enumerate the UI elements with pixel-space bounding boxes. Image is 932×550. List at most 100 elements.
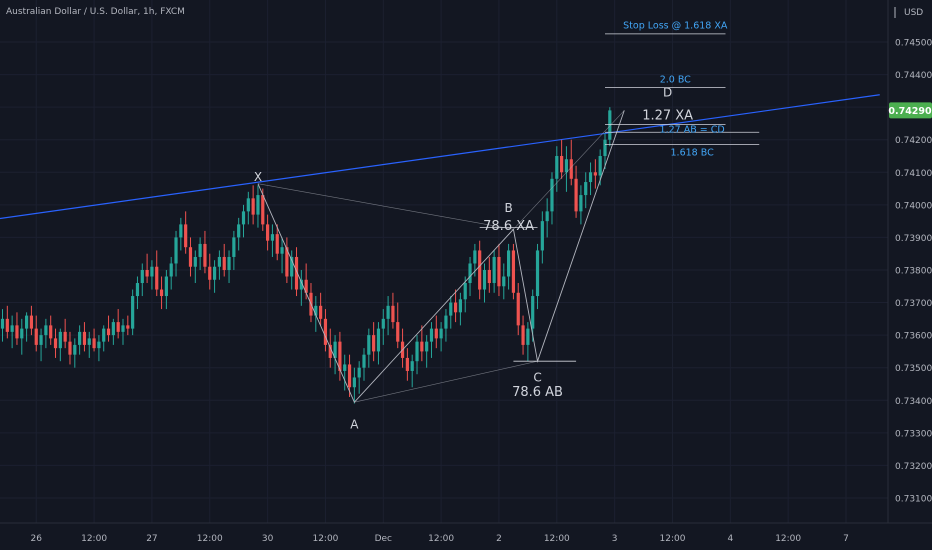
candle: [25, 312, 29, 342]
candle-body: [53, 338, 58, 349]
candle: [521, 315, 525, 355]
candle: [164, 269, 168, 310]
candle: [275, 224, 279, 261]
candle-body: [140, 269, 144, 284]
candle-body: [434, 328, 438, 339]
time-tick-label: 12:00: [428, 534, 454, 544]
time-tick-label: 12:00: [660, 534, 686, 544]
candle-body: [516, 292, 520, 326]
candle-body: [164, 276, 168, 297]
candle: [280, 237, 284, 274]
candle: [458, 292, 462, 326]
candle: [174, 230, 178, 277]
candle-body: [376, 328, 381, 352]
price-tick-label: 0.74400: [895, 71, 932, 81]
candle: [444, 309, 448, 342]
currency-label: USD: [904, 8, 923, 18]
candle-body: [97, 341, 101, 349]
candle-body: [169, 263, 173, 277]
candle: [53, 328, 58, 358]
harmonic-pattern: [257, 110, 625, 404]
candle-body: [58, 331, 62, 349]
candle: [338, 331, 342, 381]
price-axis[interactable]: 0.745000.744000.743000.742000.741000.740…: [895, 39, 932, 505]
candle: [49, 315, 53, 345]
candle-body: [44, 325, 48, 336]
candle: [482, 263, 487, 303]
candle-body: [507, 250, 511, 277]
pattern-point-label: B: [504, 201, 512, 215]
candle: [106, 315, 111, 342]
candle: [126, 315, 130, 336]
price-axis-background[interactable]: [888, 0, 932, 523]
time-axis-background[interactable]: [0, 523, 888, 550]
candle-body: [319, 305, 323, 319]
candle-body: [555, 155, 559, 179]
candle: [299, 269, 303, 306]
candle: [290, 250, 294, 290]
pattern-point-label: C: [533, 370, 541, 384]
candle-body: [593, 172, 597, 176]
symbol-title: Australian Dollar / U.S. Dollar, 1h, FXC…: [6, 7, 185, 17]
candle: [343, 354, 347, 391]
price-tick-label: 0.73600: [895, 332, 932, 342]
candle-body: [574, 178, 578, 212]
candle-body: [343, 364, 347, 371]
candle: [574, 165, 578, 218]
candle-body: [314, 305, 318, 316]
candle-body: [266, 224, 270, 241]
candle: [227, 250, 231, 284]
candle-body: [203, 243, 207, 267]
trendline[interactable]: [0, 94, 880, 220]
candle-body: [386, 305, 390, 319]
candle-body: [492, 256, 496, 284]
candle: [44, 318, 48, 349]
candle-body: [608, 110, 612, 140]
candle-body: [439, 328, 443, 339]
candle-body: [560, 155, 564, 173]
candle: [535, 243, 540, 310]
candle: [217, 250, 221, 280]
candle: [39, 328, 43, 362]
candle-body: [444, 315, 448, 329]
price-tick-label: 0.74000: [895, 201, 932, 211]
candle: [92, 328, 96, 352]
candle: [58, 328, 62, 362]
candle-body: [34, 328, 38, 345]
candle-body: [429, 328, 434, 342]
candle: [405, 348, 409, 381]
candle: [5, 305, 9, 339]
candle: [333, 335, 337, 375]
candle-body: [396, 322, 400, 342]
candle-body: [405, 357, 409, 371]
time-tick-label: 12:00: [81, 534, 107, 544]
candle-body: [217, 256, 221, 267]
candle-body: [145, 269, 149, 277]
time-axis[interactable]: 26 12:00 27 12:00 30 12:00 Dec 12:00 2 12:00 3 12:0…: [31, 534, 849, 544]
candle-body: [68, 341, 72, 355]
candle-body: [391, 305, 395, 323]
candle-body: [73, 344, 77, 355]
candle-body: [584, 182, 588, 196]
candle: [497, 243, 501, 297]
candle: [208, 253, 212, 290]
candle: [410, 354, 414, 388]
candle-body: [29, 315, 34, 329]
time-tick-label: 2: [496, 534, 502, 544]
candle-body: [458, 299, 462, 313]
price-tick-label: 0.74100: [895, 169, 932, 179]
time-tick-label: 26: [31, 534, 43, 544]
candle: [584, 172, 588, 209]
price-tick-label: 0.74500: [895, 39, 932, 49]
candle-body: [116, 322, 120, 332]
candles: [0, 107, 612, 404]
candle: [579, 185, 583, 225]
candle: [569, 139, 573, 186]
candle-body: [453, 302, 458, 313]
candle: [155, 250, 159, 297]
price-tick-label: 0.73900: [895, 234, 932, 244]
candle: [540, 211, 544, 264]
candle: [266, 214, 270, 251]
candle: [564, 146, 569, 192]
